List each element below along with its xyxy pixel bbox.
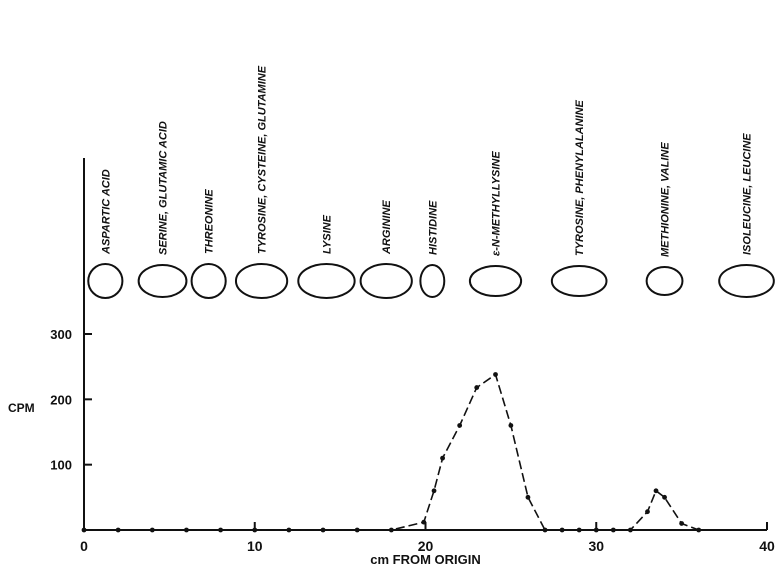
spot-ellipse [468,265,523,297]
spot-label: HISTIDINE [427,200,439,255]
data-point [576,527,582,533]
y-tick-label: 100 [50,458,72,473]
spot-ellipse [87,263,124,299]
data-point [440,455,445,461]
data-point [320,527,326,533]
spot-ellipse [718,264,775,298]
x-axis-title: cm FROM ORIGIN [370,552,481,567]
spot-label: ARGININE [381,200,393,255]
data-point [628,527,633,533]
data-point [679,521,685,526]
spot-ellipse [297,263,356,299]
spot-label: ASPARTIC ACID [100,169,112,255]
y-tick-label: 300 [50,327,72,342]
data-point [286,527,292,533]
data-point [645,509,650,515]
data-point [662,494,667,500]
x-tick-label: 10 [247,538,263,554]
data-point [115,527,121,533]
spot-ellipse [137,264,188,298]
x-tick-label: 30 [588,538,604,554]
x-tick-label: 20 [418,538,434,554]
x-tick-label: 0 [80,538,88,554]
series-line [84,373,699,531]
data-point [431,488,437,494]
spot-label: LYSINE [321,214,333,254]
spot-label: TYROSINE, CYSTEINE, GLUTAMINE [257,65,269,254]
spot-label: TYROSINE, PHENYLALANINE [574,99,586,256]
data-point [457,423,463,428]
data-point [421,519,427,525]
spot-label: ε-N-METHYLLYSINE [491,151,503,256]
data-point [354,527,360,533]
data-point [542,527,548,533]
spot-ellipse [190,263,227,299]
data-point [149,527,155,533]
y-tick-label: 200 [50,392,72,407]
data-point [653,488,659,494]
spot-label: SERINE, GLUTAMIC ACID [158,121,170,255]
data-point [610,527,616,533]
data-point [593,527,599,533]
y-axis-title: CPM [8,401,35,415]
data-point [252,527,258,533]
spot-ellipse [359,263,413,299]
ticks-layer: 0 10 20 30 40 100 200 300 [50,327,775,554]
spot-ellipse [550,265,608,297]
data-point [696,527,702,533]
data-point [388,527,394,533]
spot-label: THREONINE [204,189,216,254]
data-point [218,527,224,533]
spot-label: ISOLEUCINE, LEUCINE [742,133,754,255]
data-point [81,527,87,533]
data-point [508,423,514,428]
spot-ellipse [645,266,684,296]
data-point [559,527,565,533]
spot-label: METHIONINE, VALINE [660,142,672,257]
series-layer [81,372,702,533]
spot-ellipse [419,264,446,298]
spots-layer: ASPARTIC ACID SERINE, GLUTAMIC ACID THREON… [87,65,775,299]
spot-ellipse [234,263,289,299]
data-point [184,527,189,533]
data-point [474,385,480,390]
x-tick-label: 40 [759,538,775,554]
data-point [525,494,531,500]
data-point [493,372,498,377]
